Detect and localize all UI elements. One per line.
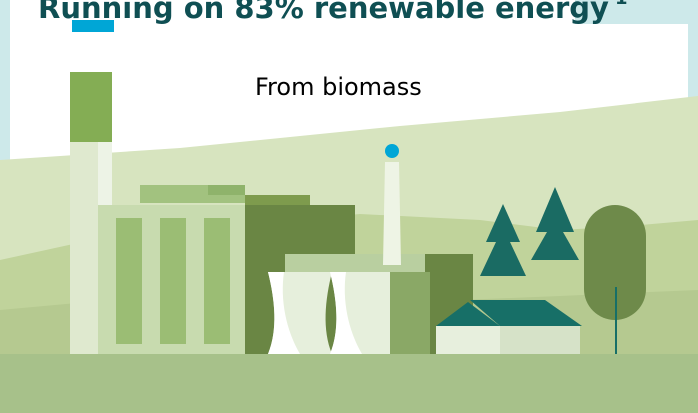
tree-icon [480,187,646,354]
thin-stack [383,162,401,265]
ground [0,354,698,413]
footnote-marker: 1 [615,0,628,9]
title-highlight-left [72,20,114,32]
page-title: Running on 83% renewable energy 1 [38,0,627,28]
page-title-text: Running on 83% renewable energy [38,0,609,25]
page-subtitle: From biomass [255,73,422,101]
blue-dot [385,144,399,158]
house-icon [436,300,582,354]
cooling-tower-icon [268,272,430,354]
title-highlight-right [575,0,688,24]
